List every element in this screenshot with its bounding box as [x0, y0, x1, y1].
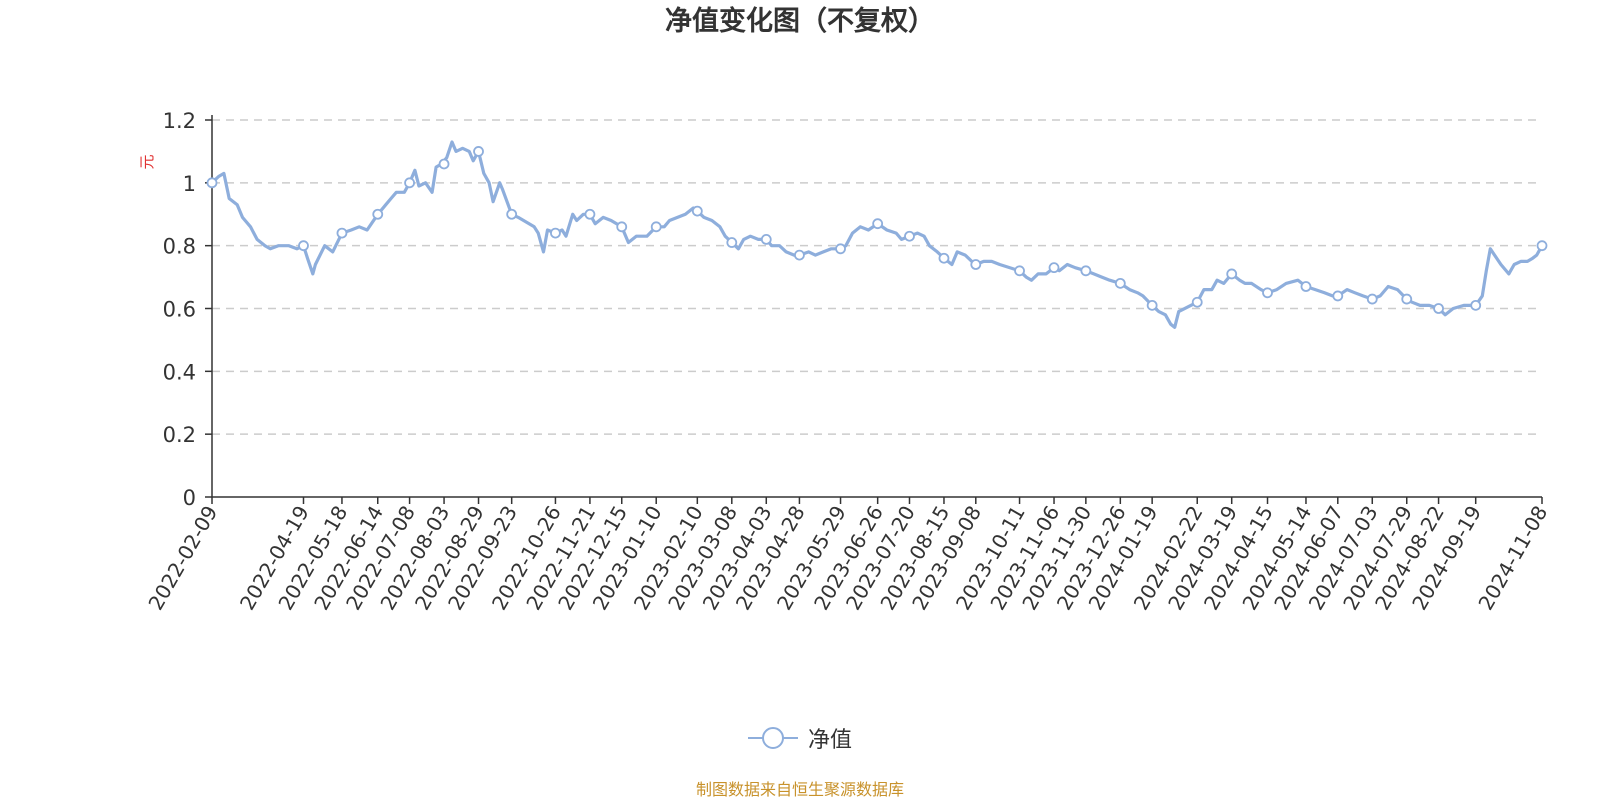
y-tick-label: 0.2: [163, 423, 196, 447]
data-point-marker[interactable]: [1014, 265, 1025, 277]
data-point-marker[interactable]: [1191, 296, 1203, 308]
y-tick-labels: 0 0.2 0.4 0.6 0.8 1 1.2: [163, 109, 196, 510]
y-axis-label: 元: [138, 154, 156, 169]
y-tick-label: 1.2: [163, 109, 196, 133]
data-point-marker[interactable]: [650, 221, 662, 233]
data-point-marker[interactable]: [298, 240, 309, 252]
data-point-marker[interactable]: [473, 146, 484, 157]
data-point-marker[interactable]: [506, 208, 518, 220]
legend[interactable]: 净值: [0, 722, 1600, 754]
data-point-marker[interactable]: [1048, 262, 1060, 274]
data-point-marker[interactable]: [372, 208, 384, 220]
axes: [205, 115, 1543, 504]
data-point-marker[interactable]: [616, 221, 628, 233]
data-point-marker[interactable]: [1332, 290, 1344, 302]
data-point-marker[interactable]: [970, 259, 982, 270]
y-tick-label: 0.4: [163, 360, 196, 384]
legend-label: 净值: [807, 728, 852, 753]
data-point-marker[interactable]: [336, 227, 348, 239]
series-line: [210, 140, 1544, 329]
y-tick-label: 0.6: [163, 298, 196, 322]
data-point-marker[interactable]: [1114, 277, 1126, 289]
data-point-marker[interactable]: [1226, 268, 1238, 280]
data-point-marker[interactable]: [794, 249, 805, 261]
x-tick-label: 2022-02-09: [143, 502, 222, 615]
x-tick-label: 2024-11-08: [1473, 502, 1552, 615]
data-point-marker[interactable]: [550, 227, 561, 239]
data-point-marker[interactable]: [206, 177, 218, 189]
data-point-marker[interactable]: [1401, 293, 1413, 305]
grid-lines: [212, 119, 1542, 435]
data-point-marker[interactable]: [938, 252, 950, 264]
series-layer: [206, 140, 1548, 329]
data-point-marker[interactable]: [726, 237, 738, 248]
data-point-marker[interactable]: [835, 243, 846, 255]
data-point-marker[interactable]: [872, 218, 884, 230]
y-tick-label: 0.8: [163, 235, 196, 259]
data-point-marker[interactable]: [404, 177, 415, 189]
data-point-marker[interactable]: [438, 158, 450, 170]
data-point-marker[interactable]: [904, 230, 915, 242]
data-point-marker[interactable]: [1080, 265, 1092, 277]
data-point-marker[interactable]: [760, 233, 772, 245]
legend-line-marker-icon: [747, 727, 798, 749]
data-point-marker[interactable]: [1366, 293, 1378, 305]
data-point-marker[interactable]: [1433, 303, 1444, 314]
y-tick-label: 0: [183, 486, 196, 510]
data-point-marker[interactable]: [1470, 299, 1482, 311]
y-tick-label: 1: [183, 172, 196, 196]
data-source-note: 制图数据来自恒生聚源数据库: [695, 780, 904, 799]
data-point-marker[interactable]: [1536, 240, 1548, 252]
data-point-marker[interactable]: [1146, 299, 1158, 311]
data-point-marker[interactable]: [691, 205, 703, 217]
x-tick-labels: 2022-02-09 2022-04-192022-05-182022-06-14…: [143, 501, 1552, 614]
chart-title: 净值变化图（不复权）: [665, 6, 935, 37]
data-point-marker[interactable]: [584, 208, 596, 220]
data-point-marker[interactable]: [1262, 287, 1273, 299]
data-point-marker[interactable]: [1300, 281, 1312, 292]
